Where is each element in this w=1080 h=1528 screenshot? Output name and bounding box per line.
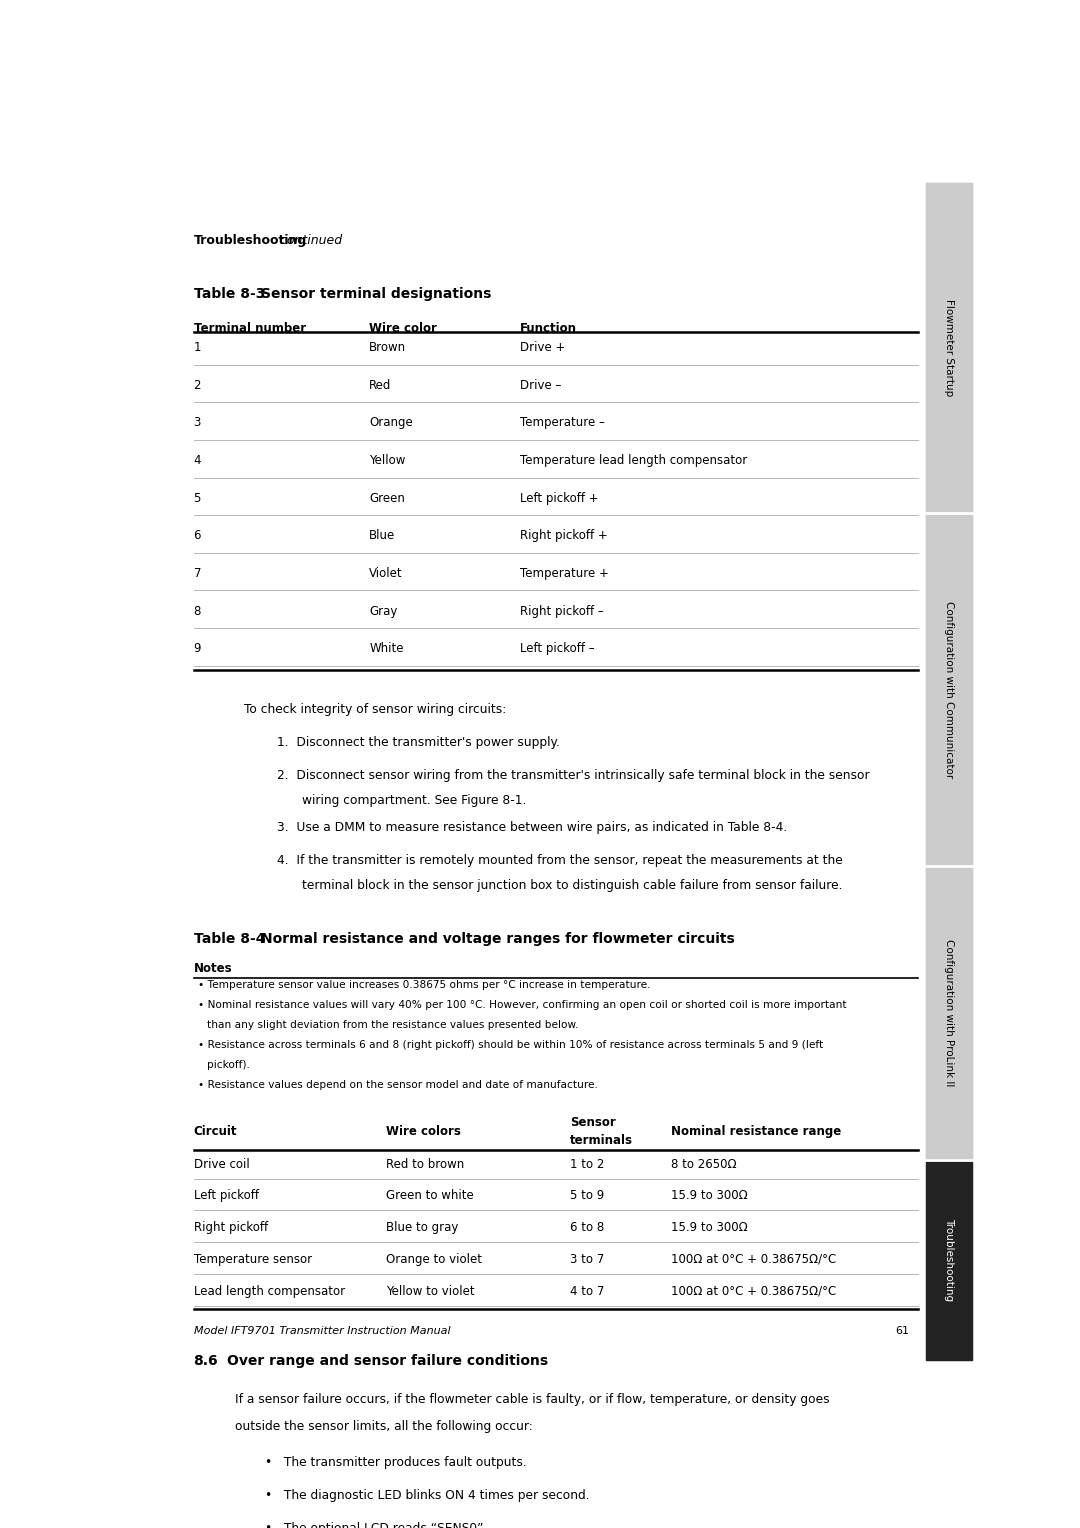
Text: •   The diagnostic LED blinks ON 4 times per second.: • The diagnostic LED blinks ON 4 times p… <box>265 1490 590 1502</box>
Text: Drive coil: Drive coil <box>193 1158 249 1170</box>
Text: 1 to 2: 1 to 2 <box>570 1158 605 1170</box>
Text: 6: 6 <box>193 529 201 542</box>
Text: Temperature +: Temperature + <box>521 567 609 581</box>
Text: Left pickoff +: Left pickoff + <box>521 492 598 504</box>
Text: • Resistance across terminals 6 and 8 (right pickoff) should be within 10% of re: • Resistance across terminals 6 and 8 (r… <box>198 1041 823 1050</box>
Text: If a sensor failure occurs, if the flowmeter cable is faulty, or if flow, temper: If a sensor failure occurs, if the flowm… <box>235 1394 831 1406</box>
Text: Drive +: Drive + <box>521 341 566 354</box>
Text: Normal resistance and voltage ranges for flowmeter circuits: Normal resistance and voltage ranges for… <box>260 932 734 946</box>
Text: Sensor terminal designations: Sensor terminal designations <box>260 287 491 301</box>
Text: outside the sensor limits, all the following occur:: outside the sensor limits, all the follo… <box>235 1420 534 1433</box>
Text: Red: Red <box>369 379 392 391</box>
Text: Brown: Brown <box>369 341 406 354</box>
Text: wiring compartment. See Figure 8-1.: wiring compartment. See Figure 8-1. <box>302 795 527 807</box>
Bar <box>926 866 972 1160</box>
Text: Yellow: Yellow <box>369 454 406 468</box>
Text: Terminal number: Terminal number <box>193 322 306 335</box>
Text: 2.  Disconnect sensor wiring from the transmitter's intrinsically safe terminal : 2. Disconnect sensor wiring from the tra… <box>278 769 869 782</box>
Text: Right pickoff: Right pickoff <box>193 1221 268 1235</box>
Text: Temperature sensor: Temperature sensor <box>193 1253 312 1265</box>
Text: 15.9 to 300Ω: 15.9 to 300Ω <box>671 1189 747 1203</box>
Text: White: White <box>369 642 404 656</box>
Text: 3: 3 <box>193 416 201 429</box>
Text: 61: 61 <box>895 1326 909 1337</box>
Text: Over range and sensor failure conditions: Over range and sensor failure conditions <box>227 1354 549 1368</box>
Text: terminal block in the sensor junction box to distinguish cable failure from sens: terminal block in the sensor junction bo… <box>302 879 842 892</box>
Text: Troubleshooting: Troubleshooting <box>193 234 307 248</box>
Text: 3 to 7: 3 to 7 <box>570 1253 605 1265</box>
Text: 5 to 9: 5 to 9 <box>570 1189 605 1203</box>
Text: 1.  Disconnect the transmitter's power supply.: 1. Disconnect the transmitter's power su… <box>278 736 561 749</box>
Text: 4 to 7: 4 to 7 <box>570 1285 605 1297</box>
Text: 4.  If the transmitter is remotely mounted from the sensor, repeat the measureme: 4. If the transmitter is remotely mounte… <box>278 854 843 866</box>
Text: Green to white: Green to white <box>387 1189 474 1203</box>
Text: • Resistance values depend on the sensor model and date of manufacture.: • Resistance values depend on the sensor… <box>198 1080 597 1089</box>
Text: Violet: Violet <box>369 567 403 581</box>
Text: Flowmeter Startup: Flowmeter Startup <box>944 299 954 397</box>
Text: Sensor: Sensor <box>570 1117 616 1129</box>
Text: 8 to 2650Ω: 8 to 2650Ω <box>671 1158 737 1170</box>
Text: Function: Function <box>521 322 577 335</box>
Text: terminals: terminals <box>570 1134 633 1148</box>
Text: Yellow to violet: Yellow to violet <box>387 1285 475 1297</box>
Text: Right pickoff +: Right pickoff + <box>521 529 608 542</box>
Text: 1: 1 <box>193 341 201 354</box>
Text: 100Ω at 0°C + 0.38675Ω/°C: 100Ω at 0°C + 0.38675Ω/°C <box>671 1253 836 1265</box>
Bar <box>926 513 972 866</box>
Text: 5: 5 <box>193 492 201 504</box>
Text: than any slight deviation from the resistance values presented below.: than any slight deviation from the resis… <box>207 1019 579 1030</box>
Text: Troubleshooting: Troubleshooting <box>944 1218 954 1302</box>
Text: Wire color: Wire color <box>369 322 437 335</box>
Text: Configuration with ProLink II: Configuration with ProLink II <box>944 940 954 1086</box>
Bar <box>926 183 972 1360</box>
Text: 3.  Use a DMM to measure resistance between wire pairs, as indicated in Table 8-: 3. Use a DMM to measure resistance betwe… <box>278 821 787 834</box>
Text: 9: 9 <box>193 642 201 656</box>
Text: Blue: Blue <box>369 529 395 542</box>
Text: 4: 4 <box>193 454 201 468</box>
Text: •   The transmitter produces fault outputs.: • The transmitter produces fault outputs… <box>265 1456 526 1470</box>
Text: 6 to 8: 6 to 8 <box>570 1221 605 1235</box>
Text: Model IFT9701 Transmitter Instruction Manual: Model IFT9701 Transmitter Instruction Ma… <box>193 1326 450 1337</box>
Text: Lead length compensator: Lead length compensator <box>193 1285 345 1297</box>
Text: Orange: Orange <box>369 416 414 429</box>
Text: Gray: Gray <box>369 605 397 617</box>
Text: To check integrity of sensor wiring circuits:: To check integrity of sensor wiring circ… <box>244 703 507 717</box>
Text: Green: Green <box>369 492 405 504</box>
Bar <box>926 183 972 513</box>
Text: Drive –: Drive – <box>521 379 562 391</box>
Text: Right pickoff –: Right pickoff – <box>521 605 604 617</box>
Text: 8: 8 <box>193 605 201 617</box>
Text: Temperature –: Temperature – <box>521 416 605 429</box>
Text: Red to brown: Red to brown <box>387 1158 464 1170</box>
Text: 2: 2 <box>193 379 201 391</box>
Text: pickoff).: pickoff). <box>207 1060 249 1070</box>
Text: Orange to violet: Orange to violet <box>387 1253 482 1265</box>
Text: 15.9 to 300Ω: 15.9 to 300Ω <box>671 1221 747 1235</box>
Text: •   The optional LCD reads “SENS0”.: • The optional LCD reads “SENS0”. <box>265 1522 487 1528</box>
Text: 7: 7 <box>193 567 201 581</box>
Text: 100Ω at 0°C + 0.38675Ω/°C: 100Ω at 0°C + 0.38675Ω/°C <box>671 1285 836 1297</box>
Text: Left pickoff: Left pickoff <box>193 1189 258 1203</box>
Text: Circuit: Circuit <box>193 1125 238 1138</box>
Text: continued: continued <box>275 234 341 248</box>
Text: Notes: Notes <box>193 963 232 975</box>
Bar <box>926 1160 972 1360</box>
Text: • Temperature sensor value increases 0.38675 ohms per °C increase in temperature: • Temperature sensor value increases 0.3… <box>198 979 650 990</box>
Text: Wire colors: Wire colors <box>387 1125 461 1138</box>
Text: Blue to gray: Blue to gray <box>387 1221 459 1235</box>
Text: Nominal resistance range: Nominal resistance range <box>671 1125 841 1138</box>
Text: Left pickoff –: Left pickoff – <box>521 642 595 656</box>
Text: • Nominal resistance values will vary 40% per 100 °C. However, confirming an ope: • Nominal resistance values will vary 40… <box>198 999 847 1010</box>
Text: Configuration with Communicator: Configuration with Communicator <box>944 601 954 778</box>
Text: 8.6: 8.6 <box>193 1354 218 1368</box>
Text: Table 8-4: Table 8-4 <box>193 932 265 946</box>
Text: Table 8-3: Table 8-3 <box>193 287 265 301</box>
Text: Temperature lead length compensator: Temperature lead length compensator <box>521 454 747 468</box>
